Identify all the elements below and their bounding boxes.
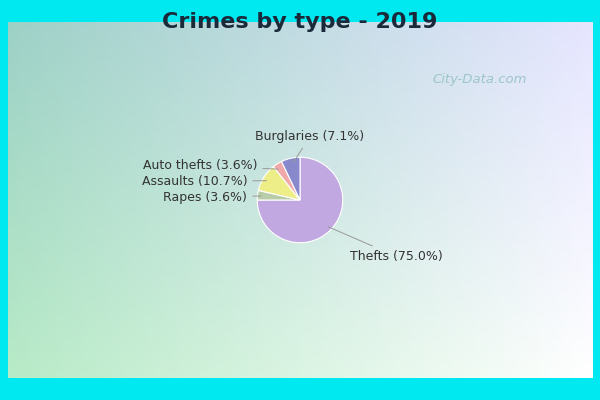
Text: City-Data.com: City-Data.com: [433, 74, 527, 86]
Wedge shape: [257, 157, 343, 243]
Text: Auto thefts (3.6%): Auto thefts (3.6%): [143, 159, 278, 172]
Wedge shape: [259, 166, 300, 200]
Text: Assaults (10.7%): Assaults (10.7%): [142, 175, 266, 188]
Wedge shape: [257, 190, 300, 200]
Text: Rapes (3.6%): Rapes (3.6%): [163, 191, 261, 204]
Text: Crimes by type - 2019: Crimes by type - 2019: [163, 12, 437, 32]
Wedge shape: [281, 157, 300, 200]
Text: Burglaries (7.1%): Burglaries (7.1%): [256, 130, 365, 162]
Wedge shape: [274, 162, 300, 200]
Text: Thefts (75.0%): Thefts (75.0%): [328, 227, 443, 263]
